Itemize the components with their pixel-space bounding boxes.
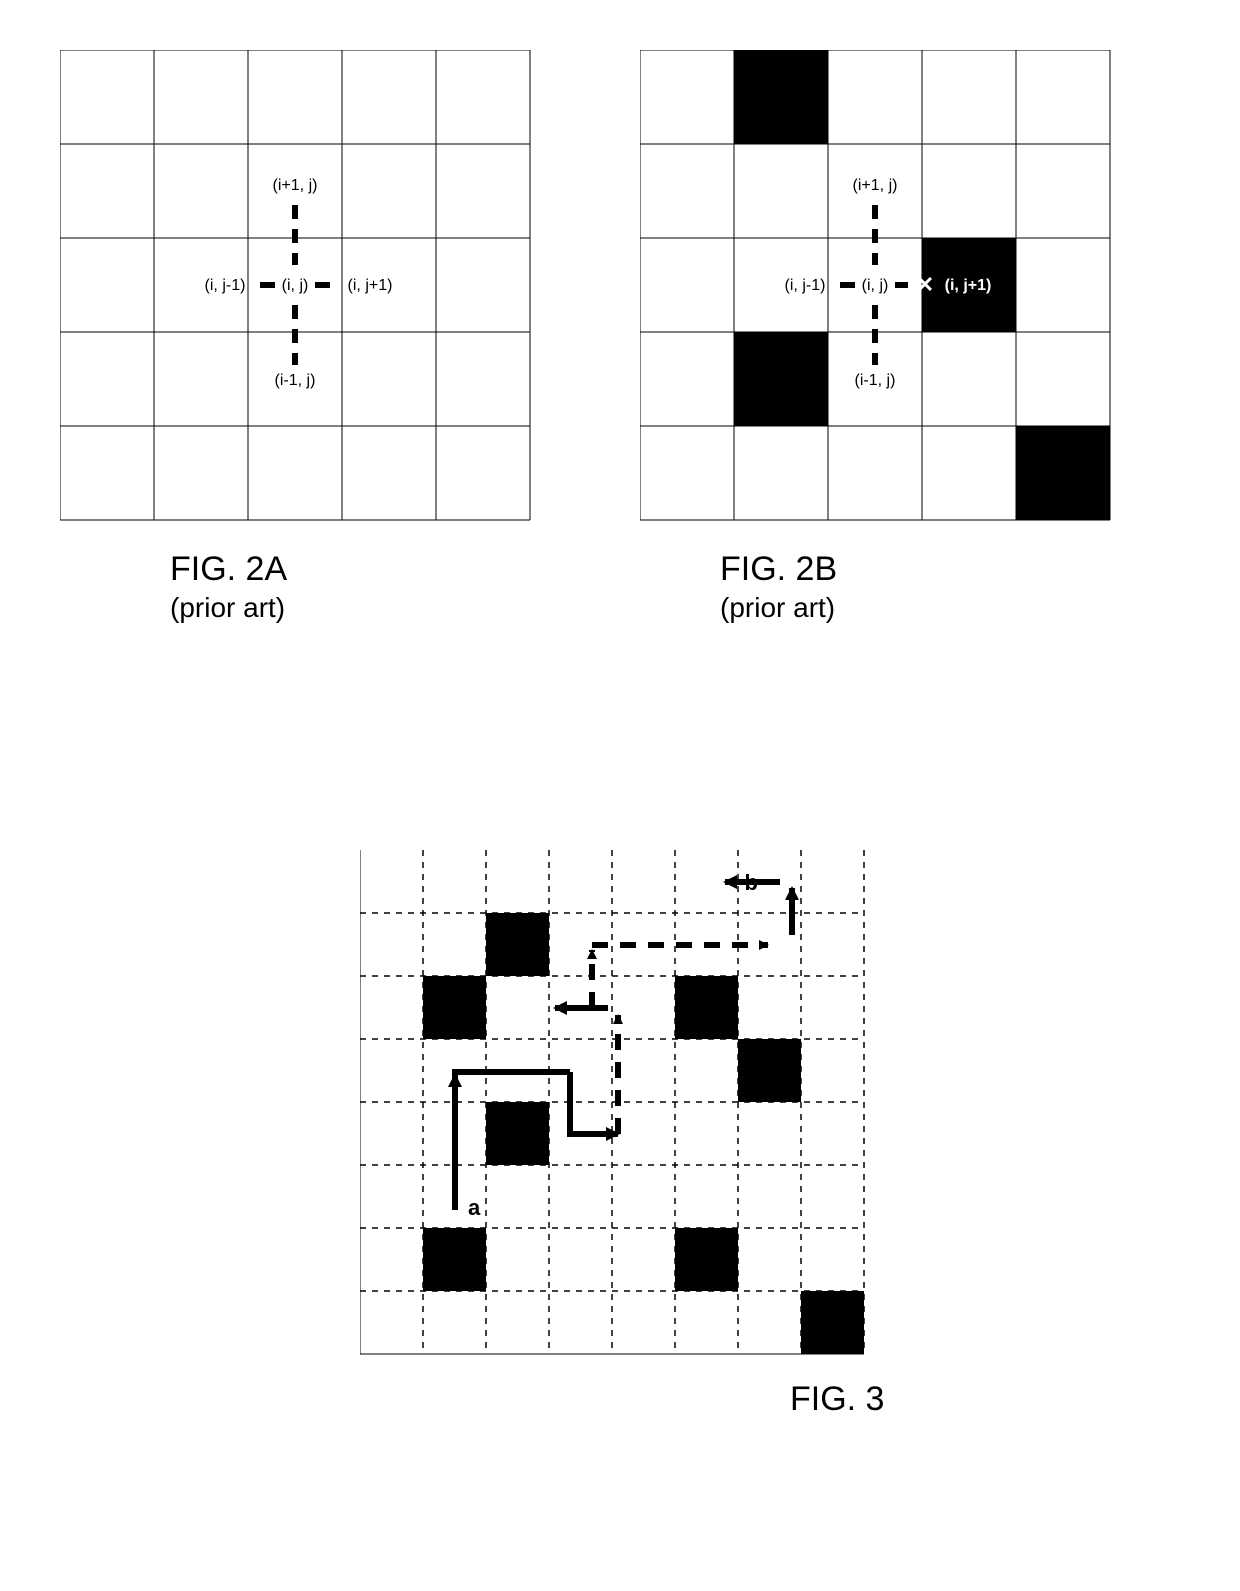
svg-text:✕: ✕ — [916, 272, 934, 297]
fig-2b-label-up: (i+1, j) — [853, 177, 898, 194]
fig-2a-title: FIG. 2A — [170, 550, 287, 589]
fig-3-label-a: a — [468, 1195, 481, 1220]
fig-2a-label-right: (i, j+1) — [348, 277, 393, 294]
page: (i, j) (i+1, j) (i-1, j) (i, j-1) (i, j+… — [0, 0, 1240, 1591]
fig-2b-label-center: (i, j) — [862, 277, 889, 294]
fig-3-svg: a b — [360, 850, 880, 1370]
fig-2a-label-down: (i-1, j) — [275, 372, 316, 389]
fig-2b-label-right: (i, j+1) — [945, 277, 992, 294]
fig-3-b-arrows — [725, 882, 792, 935]
fig-2b-svg: ✕ (i, j) (i+1, j) (i-1, j) (i, j-1) (i, … — [640, 50, 1120, 530]
fig-2a-svg: (i, j) (i+1, j) (i-1, j) (i, j-1) (i, j+… — [60, 50, 540, 530]
fig-2a-label-up: (i+1, j) — [273, 177, 318, 194]
fig-2b-title: FIG. 2B — [720, 550, 837, 589]
fig-3-black-cells — [423, 913, 864, 1354]
fig-2a-subtitle: (prior art) — [170, 592, 285, 624]
fig-2b-subtitle: (prior art) — [720, 592, 835, 624]
fig-2b-label-down: (i-1, j) — [855, 372, 896, 389]
fig-2a-label-center: (i, j) — [282, 277, 309, 294]
fig-3-label-b: b — [745, 870, 758, 895]
fig-2b-x-marker: ✕ — [916, 272, 934, 297]
fig-2b-label-left: (i, j-1) — [785, 277, 826, 294]
fig-3-title: FIG. 3 — [790, 1380, 884, 1419]
fig-2a-label-left: (i, j-1) — [205, 277, 246, 294]
